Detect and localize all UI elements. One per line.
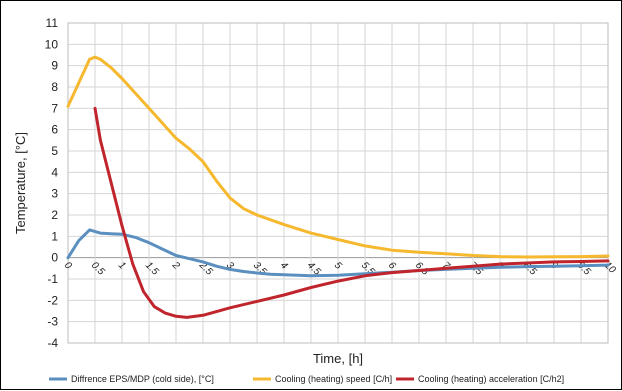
y-axis-ticks: -4 -3 -2 -1 0 1 2 3 4 5 6 7 8 9 10 11	[45, 16, 59, 350]
y-tick-label: 0	[51, 251, 58, 265]
y-tick-label: 11	[46, 16, 59, 30]
series-lines	[66, 55, 610, 319]
y-tick-label: 3	[51, 187, 58, 201]
y-tick-label: 9	[51, 59, 58, 73]
legend-label-3: Cooling (heating) acceleration [C/h2]	[418, 374, 564, 384]
series-line-2	[66, 55, 610, 259]
series-line-3	[93, 106, 610, 319]
y-tick-label: 8	[51, 80, 58, 94]
legend-label-1: Diffrence EPS/MDP (cold side), [°C]	[71, 374, 214, 384]
y-tick-label: 4	[51, 165, 58, 179]
x-tick-label: 1	[116, 260, 128, 272]
y-tick-label: 7	[51, 101, 58, 115]
y-tick-label: 2	[51, 208, 58, 222]
x-tick-label: 1.5	[143, 260, 161, 278]
y-tick-label: -1	[47, 272, 58, 286]
y-tick-label: -3	[47, 315, 58, 329]
plot-area-border	[67, 22, 609, 344]
grid	[67, 22, 609, 344]
series-line-1	[66, 228, 610, 278]
y-axis-title: Temperature, [°C]	[13, 132, 28, 234]
y-tick-label: 1	[51, 229, 58, 243]
y-tick-label: -2	[47, 293, 58, 307]
y-tick-label: 10	[45, 37, 59, 51]
x-axis-title: Time, [h]	[313, 351, 363, 366]
legend: Diffrence EPS/MDP (cold side), [°C] Cooli…	[49, 374, 564, 384]
y-tick-label: 6	[51, 123, 58, 137]
y-tick-label: 5	[51, 144, 58, 158]
y-tick-label: -4	[47, 336, 58, 350]
x-tick-label: 0.5	[89, 260, 107, 278]
legend-label-2: Cooling (heating) speed [C/h]	[275, 374, 392, 384]
